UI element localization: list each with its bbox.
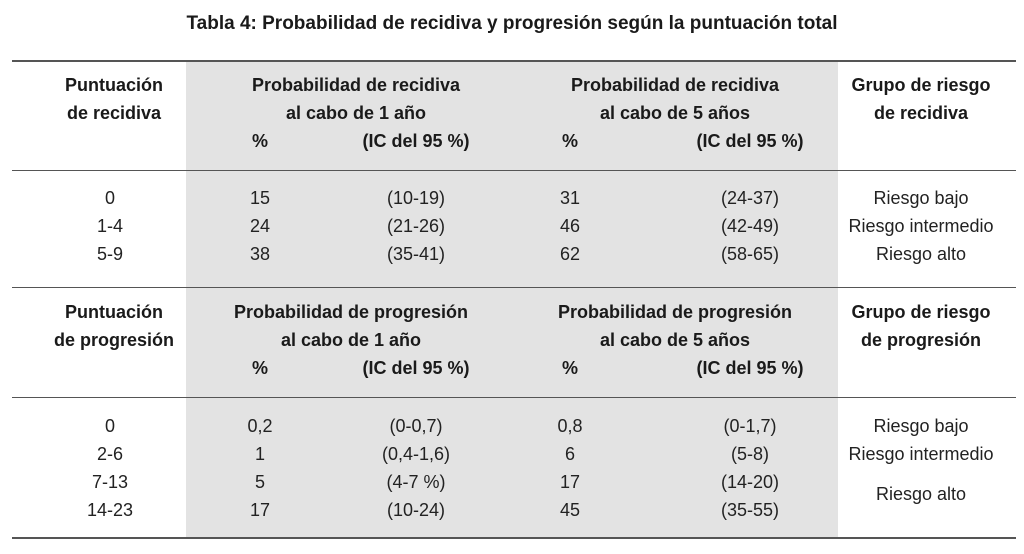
cell-p1: 15 bbox=[249, 188, 271, 208]
cell-ic1: (0,4-1,6) bbox=[381, 444, 451, 464]
header-prob1-line2: al cabo de 1 año bbox=[280, 330, 422, 350]
cell-p1: 24 bbox=[249, 216, 271, 236]
cell-score: 5-9 bbox=[96, 244, 123, 264]
header-ic-1-recidiva: (IC del 95 %) bbox=[362, 131, 470, 151]
rule-header-progresion bbox=[12, 397, 1016, 398]
cell-p5: 46 bbox=[559, 216, 581, 236]
rule-bottom bbox=[12, 537, 1016, 539]
header-prob1-progresion: Probabilidad de progresión al cabo de 1 … bbox=[196, 298, 506, 354]
cell-p5: 6 bbox=[564, 444, 575, 464]
cell-p1: 1 bbox=[254, 444, 265, 464]
cell-group: Riesgo bajo bbox=[873, 188, 969, 208]
header-pct-1-recidiva: % bbox=[251, 131, 268, 151]
cell-score: 2-6 bbox=[96, 444, 123, 464]
cell-ic5: (5-8) bbox=[730, 444, 769, 464]
header-ic-1-progresion: (IC del 95 %) bbox=[362, 358, 470, 378]
header-score-recidiva: Puntuación de recidiva bbox=[14, 71, 214, 127]
cell-score: 0 bbox=[104, 416, 115, 436]
header-score-line1: Puntuación bbox=[65, 75, 163, 95]
header-pct-5-recidiva: % bbox=[561, 131, 578, 151]
header-ic-5-recidiva: (IC del 95 %) bbox=[696, 131, 804, 151]
cell-p5: 45 bbox=[559, 500, 581, 520]
table-title: Tabla 4: Probabilidad de recidiva y prog… bbox=[186, 13, 838, 34]
header-prob1-line1: Probabilidad de recidiva bbox=[251, 75, 461, 95]
cell-p5: 17 bbox=[559, 472, 581, 492]
cell-ic1: (10-19) bbox=[386, 188, 446, 208]
cell-p5: 62 bbox=[559, 244, 581, 264]
group-riesgo-alto: Riesgo alto bbox=[875, 484, 967, 504]
cell-ic5: (58-65) bbox=[720, 244, 780, 264]
header-group-progresion: Grupo de riesgo de progresión bbox=[836, 298, 1006, 354]
rule-section bbox=[12, 287, 1016, 288]
header-score-line2: de recidiva bbox=[66, 103, 162, 123]
col-p1-recidiva: 15 24 38 bbox=[220, 184, 300, 268]
header-prob5-line1: Probabilidad de progresión bbox=[557, 302, 793, 322]
col-ic5-recidiva: (24-37) (42-49) (58-65) bbox=[680, 184, 820, 268]
col-p5-recidiva: 31 46 62 bbox=[530, 184, 610, 268]
header-pct-5-progresion: % bbox=[561, 358, 578, 378]
rule-top bbox=[12, 60, 1016, 62]
header-prob5-progresion: Probabilidad de progresión al cabo de 5 … bbox=[520, 298, 830, 354]
header-group-line2: de recidiva bbox=[873, 103, 969, 123]
group-riesgo-intermedio: Riesgo intermedio bbox=[848, 444, 994, 464]
header-group-line1: Grupo de riesgo bbox=[851, 75, 991, 95]
cell-ic1: (21-26) bbox=[386, 216, 446, 236]
header-prob1-line2: al cabo de 1 año bbox=[285, 103, 427, 123]
cell-group: Riesgo intermedio bbox=[848, 216, 994, 236]
header-prob5-recidiva: Probabilidad de recidiva al cabo de 5 añ… bbox=[520, 71, 830, 127]
cell-ic1: (35-41) bbox=[386, 244, 446, 264]
cell-ic5: (14-20) bbox=[720, 472, 780, 492]
header-prob1-recidiva: Probabilidad de recidiva al cabo de 1 añ… bbox=[196, 71, 516, 127]
cell-ic5: (0-1,7) bbox=[723, 416, 777, 436]
group-riesgo-bajo: Riesgo bajo bbox=[873, 416, 969, 436]
col-ic1-recidiva: (10-19) (21-26) (35-41) bbox=[346, 184, 486, 268]
col-ic5-progresion: (0-1,7) (5-8) (14-20) (35-55) bbox=[680, 412, 820, 524]
header-prob1-line1: Probabilidad de progresión bbox=[233, 302, 469, 322]
cell-p1: 5 bbox=[254, 472, 265, 492]
col-group-recidiva: Riesgo bajo Riesgo intermedio Riesgo alt… bbox=[836, 184, 1006, 268]
header-score-line1: Puntuación bbox=[65, 302, 163, 322]
cell-score: 14-23 bbox=[86, 500, 134, 520]
col-score-progresion: 0 2-6 7-13 14-23 bbox=[60, 412, 160, 524]
cell-p5: 31 bbox=[559, 188, 581, 208]
col-ic1-progresion: (0-0,7) (0,4-1,6) (4-7 %) (10-24) bbox=[346, 412, 486, 524]
header-prob5-line1: Probabilidad de recidiva bbox=[570, 75, 780, 95]
header-pct-1-progresion: % bbox=[251, 358, 268, 378]
header-prob5-line2: al cabo de 5 años bbox=[599, 330, 751, 350]
rule-header-recidiva bbox=[12, 170, 1016, 171]
header-ic-5-progresion: (IC del 95 %) bbox=[696, 358, 804, 378]
cell-score: 7-13 bbox=[91, 472, 129, 492]
cell-p1: 0,2 bbox=[247, 416, 273, 436]
cell-ic1: (0-0,7) bbox=[389, 416, 443, 436]
cell-p5: 0,8 bbox=[557, 416, 583, 436]
cell-score: 1-4 bbox=[96, 216, 123, 236]
cell-ic1: (10-24) bbox=[386, 500, 446, 520]
cell-ic5: (24-37) bbox=[720, 188, 780, 208]
header-group-line2: de progresión bbox=[860, 330, 981, 350]
cell-ic1: (4-7 %) bbox=[386, 472, 446, 492]
cell-group: Riesgo alto bbox=[875, 244, 967, 264]
cell-score: 0 bbox=[104, 188, 115, 208]
header-group-line1: Grupo de riesgo bbox=[851, 302, 991, 322]
col-p5-progresion: 0,8 6 17 45 bbox=[530, 412, 610, 524]
shade-progresion bbox=[186, 288, 838, 538]
col-score-recidiva: 0 1-4 5-9 bbox=[60, 184, 160, 268]
header-score-progresion: Puntuación de progresión bbox=[14, 298, 214, 354]
header-group-recidiva: Grupo de riesgo de recidiva bbox=[836, 71, 1006, 127]
cell-p1: 38 bbox=[249, 244, 271, 264]
cell-ic5: (42-49) bbox=[720, 216, 780, 236]
header-score-line2: de progresión bbox=[53, 330, 174, 350]
header-prob5-line2: al cabo de 5 años bbox=[599, 103, 751, 123]
shade-recidiva bbox=[186, 62, 838, 288]
cell-p1: 17 bbox=[249, 500, 271, 520]
cell-ic5: (35-55) bbox=[720, 500, 780, 520]
col-p1-progresion: 0,2 1 5 17 bbox=[220, 412, 300, 524]
